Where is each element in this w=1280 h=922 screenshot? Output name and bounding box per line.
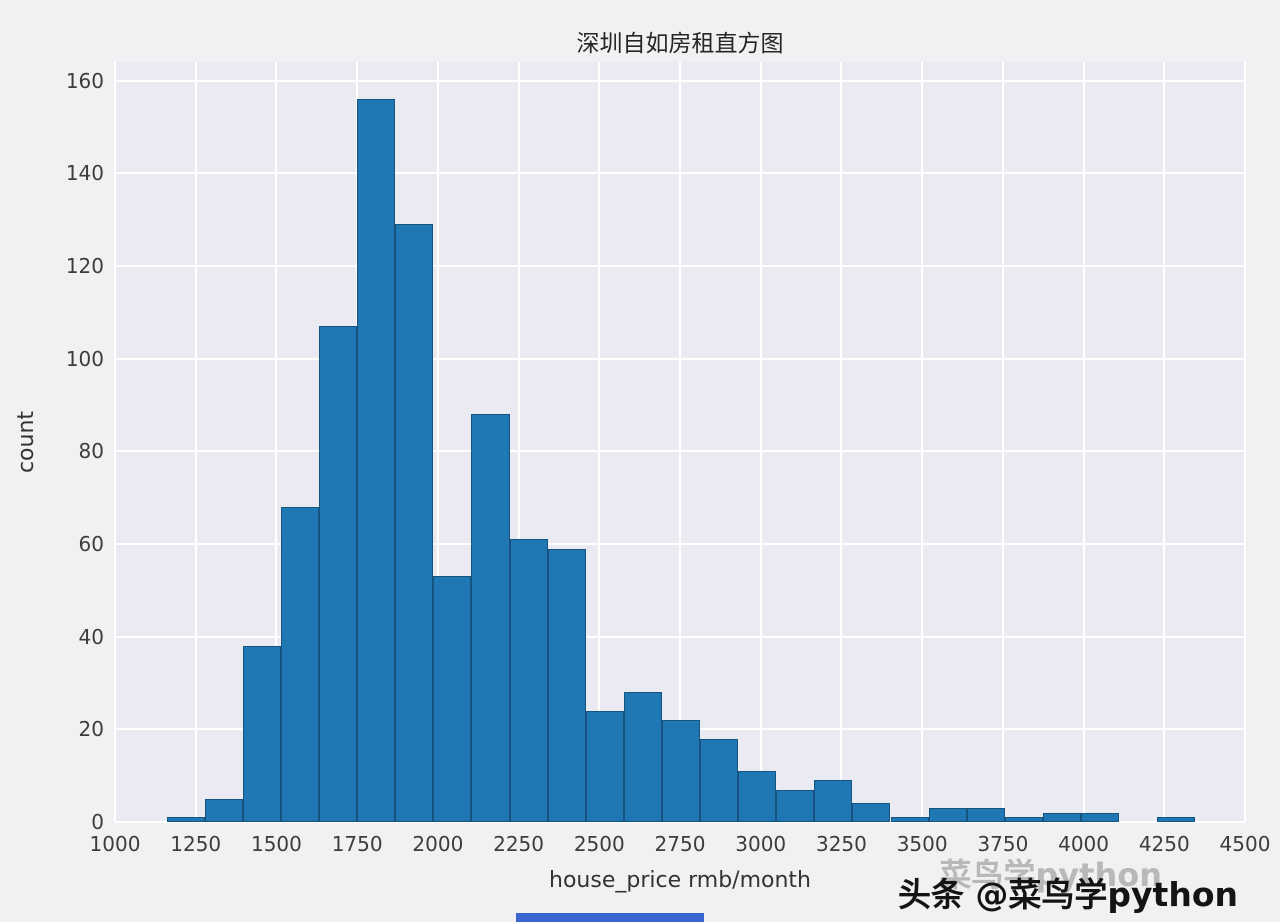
x-tick-label: 1500: [250, 832, 302, 856]
histogram-bar: [700, 738, 739, 822]
gridline-vertical: [1163, 62, 1166, 822]
histogram-bar: [242, 645, 281, 822]
histogram-bar: [471, 414, 510, 822]
y-tick-label: 80: [78, 439, 104, 464]
y-tick-label: 100: [65, 346, 104, 371]
gridline-horizontal: [115, 542, 1245, 545]
gridline-horizontal: [115, 450, 1245, 453]
x-tick-label: 1750: [331, 832, 383, 856]
y-axis-label: count: [14, 410, 39, 474]
histogram-bar: [547, 548, 586, 822]
chart-title: 深圳自如房租直方图: [576, 31, 784, 57]
histogram-bar: [166, 817, 205, 822]
plot-area: [114, 62, 1246, 823]
histogram-bar: [319, 326, 358, 822]
y-tick-label: 60: [78, 531, 104, 556]
histogram-bar: [357, 99, 396, 822]
gridline-horizontal: [115, 79, 1245, 82]
y-tick-label: 0: [91, 810, 104, 834]
histogram-bar: [509, 539, 548, 822]
histogram-bar: [280, 506, 320, 822]
gridline-vertical: [517, 62, 520, 822]
gridline-vertical: [275, 62, 278, 822]
histogram-bar: [433, 576, 472, 822]
histogram-bar: [661, 720, 700, 822]
histogram-bar: [1080, 812, 1120, 822]
gridline-vertical: [194, 62, 197, 822]
gridline-horizontal: [115, 821, 1245, 823]
histogram-bar: [585, 710, 624, 822]
x-tick-label: 3250: [815, 832, 867, 856]
gridline-vertical: [1082, 62, 1085, 822]
x-tick-label: 3750: [977, 832, 1029, 856]
x-tick-label: 4250: [1138, 832, 1190, 856]
x-axis-label: house_price rmb/month: [549, 868, 811, 893]
x-tick-label: 2500: [573, 832, 625, 856]
gridline-vertical: [921, 62, 924, 822]
watermark-text: 头条 @菜鸟学python: [897, 875, 1238, 914]
histogram-bar: [395, 224, 434, 822]
watermark-underline-bar: [516, 913, 704, 922]
y-tick-label: 20: [78, 717, 104, 742]
watermark-echo-text: 菜鸟学python: [939, 856, 1162, 894]
y-tick-label: 120: [65, 253, 104, 278]
gridline-horizontal: [115, 635, 1245, 638]
x-tick-label: 4500: [1219, 832, 1271, 856]
x-tick-label: 2250: [493, 832, 545, 856]
histogram-bar: [852, 803, 891, 822]
y-tick-label: 160: [65, 68, 104, 93]
gridline-horizontal: [115, 357, 1245, 360]
histogram-bar: [966, 808, 1005, 822]
x-tick-label: 2000: [412, 832, 464, 856]
histogram-bar: [738, 771, 777, 822]
histogram-bar: [814, 780, 853, 822]
y-tick-label: 40: [78, 624, 104, 649]
histogram-bar: [928, 808, 967, 822]
histogram-bar: [204, 798, 243, 822]
histogram-bar: [1042, 812, 1081, 822]
histogram-bar: [1004, 817, 1043, 822]
gridline-vertical: [436, 62, 439, 822]
gridline-vertical: [679, 62, 681, 822]
gridline-horizontal: [115, 172, 1245, 175]
x-tick-label: 1250: [170, 832, 222, 856]
x-tick-label: 3000: [735, 832, 787, 856]
gridline-vertical: [1244, 62, 1246, 822]
x-tick-label: 1000: [89, 832, 141, 856]
gridline-horizontal: [115, 264, 1245, 267]
y-tick-label: 140: [65, 161, 104, 186]
histogram-bar: [623, 692, 662, 822]
histogram-bar: [1157, 817, 1196, 822]
gridline-vertical: [114, 62, 116, 822]
x-tick-label: 2750: [654, 832, 706, 856]
histogram-bar: [890, 817, 929, 822]
gridline-vertical: [1001, 62, 1004, 822]
gridline-vertical: [598, 62, 601, 822]
x-tick-label: 4000: [1058, 832, 1110, 856]
gridline-vertical: [840, 62, 843, 822]
histogram-bar: [776, 789, 815, 822]
x-tick-label: 3500: [896, 832, 948, 856]
gridline-vertical: [759, 62, 762, 822]
